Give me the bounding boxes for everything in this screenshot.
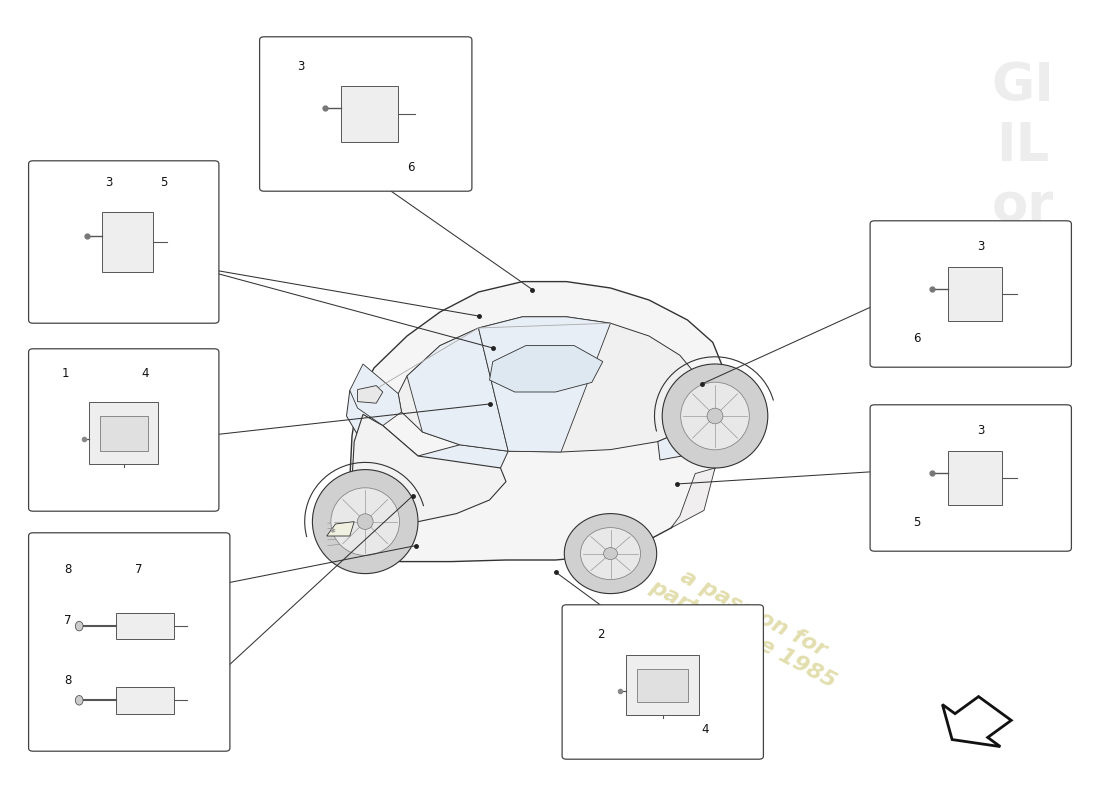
Text: 8: 8 xyxy=(64,563,72,577)
Polygon shape xyxy=(407,328,508,451)
Text: 1: 1 xyxy=(62,367,69,380)
FancyBboxPatch shape xyxy=(948,451,1002,505)
FancyBboxPatch shape xyxy=(260,37,472,191)
Polygon shape xyxy=(324,414,506,548)
Text: 4: 4 xyxy=(702,723,708,736)
FancyBboxPatch shape xyxy=(89,402,158,464)
Ellipse shape xyxy=(312,470,418,574)
FancyBboxPatch shape xyxy=(562,605,763,759)
FancyBboxPatch shape xyxy=(341,86,398,142)
Polygon shape xyxy=(671,468,715,528)
Polygon shape xyxy=(324,282,726,562)
Text: 6: 6 xyxy=(913,332,921,346)
FancyBboxPatch shape xyxy=(102,212,153,272)
Ellipse shape xyxy=(681,382,749,450)
FancyBboxPatch shape xyxy=(29,349,219,511)
Text: 8: 8 xyxy=(64,674,72,686)
Ellipse shape xyxy=(75,622,82,631)
Polygon shape xyxy=(658,376,720,460)
Text: a passion for
parts since 1985: a passion for parts since 1985 xyxy=(646,556,850,692)
Text: GI
IL
or
es: GI IL or es xyxy=(989,60,1057,292)
Polygon shape xyxy=(478,317,610,452)
Text: 2: 2 xyxy=(597,628,605,641)
Ellipse shape xyxy=(564,514,657,594)
Text: 6: 6 xyxy=(407,161,415,174)
Polygon shape xyxy=(324,516,363,552)
Polygon shape xyxy=(327,522,354,536)
FancyBboxPatch shape xyxy=(626,655,700,714)
Polygon shape xyxy=(398,317,702,452)
Polygon shape xyxy=(490,346,603,392)
FancyBboxPatch shape xyxy=(116,613,174,639)
Ellipse shape xyxy=(662,364,768,468)
FancyBboxPatch shape xyxy=(637,669,689,702)
Text: 3: 3 xyxy=(297,60,305,73)
Text: 5: 5 xyxy=(913,516,921,530)
Polygon shape xyxy=(346,390,508,472)
Ellipse shape xyxy=(75,695,82,705)
Text: 7: 7 xyxy=(64,614,72,627)
FancyBboxPatch shape xyxy=(870,221,1071,367)
Text: 3: 3 xyxy=(106,176,113,190)
Ellipse shape xyxy=(604,547,617,560)
Text: 4: 4 xyxy=(142,367,150,380)
Text: 7: 7 xyxy=(135,563,143,577)
Ellipse shape xyxy=(581,528,640,579)
Text: 3: 3 xyxy=(977,240,985,253)
FancyBboxPatch shape xyxy=(948,267,1002,321)
Polygon shape xyxy=(358,386,383,403)
Polygon shape xyxy=(943,697,1011,746)
FancyBboxPatch shape xyxy=(100,416,147,450)
Ellipse shape xyxy=(331,488,399,555)
Text: 3: 3 xyxy=(977,424,985,437)
Text: 5: 5 xyxy=(160,176,167,190)
Text: ✱: ✱ xyxy=(329,528,336,534)
FancyBboxPatch shape xyxy=(29,161,219,323)
Polygon shape xyxy=(350,364,402,426)
FancyBboxPatch shape xyxy=(29,533,230,751)
FancyBboxPatch shape xyxy=(870,405,1071,551)
Ellipse shape xyxy=(358,514,373,530)
Ellipse shape xyxy=(707,408,723,424)
FancyBboxPatch shape xyxy=(116,687,174,714)
